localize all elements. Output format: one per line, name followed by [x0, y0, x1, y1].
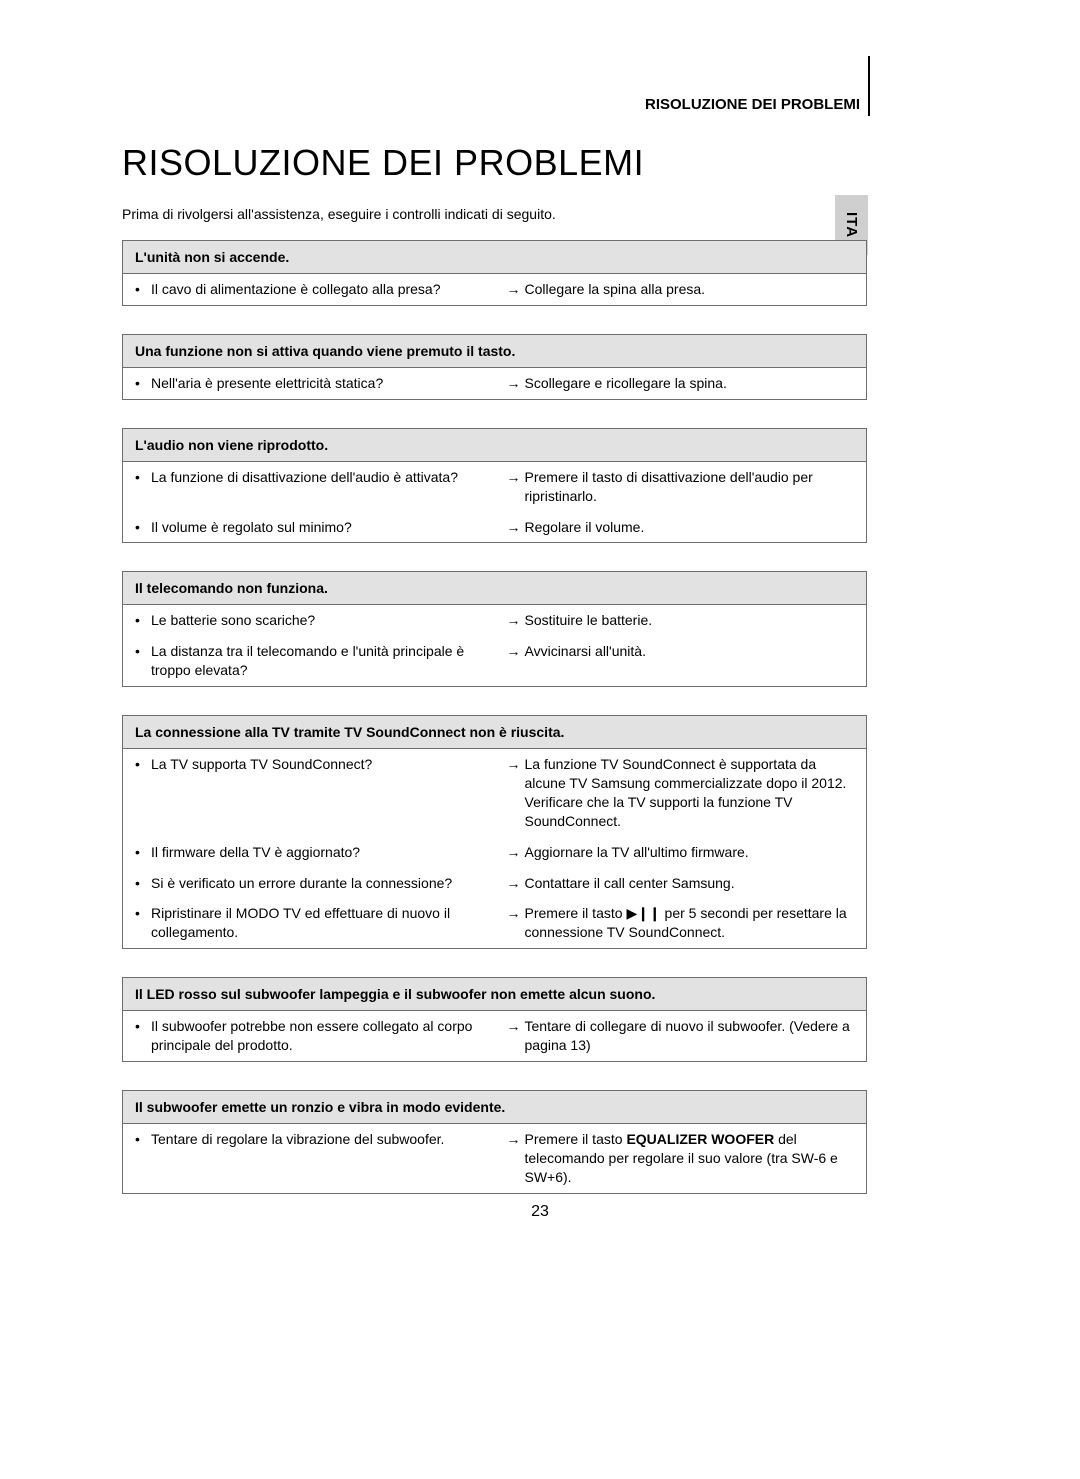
trouble-table-2: Una funzione non si attiva quando viene …: [122, 334, 867, 400]
bullet-icon: •: [135, 518, 151, 537]
table-header: Il telecomando non funziona.: [123, 572, 867, 605]
table-header: Il subwoofer emette un ronzio e vibra in…: [123, 1091, 867, 1124]
answer-text: Collegare la spina alla presa.: [525, 280, 857, 299]
table-header: Una funzione non si attiva quando viene …: [123, 334, 867, 367]
trouble-table-4: Il telecomando non funziona. •Le batteri…: [122, 571, 867, 687]
question-text: Il subwoofer potrebbe non essere collega…: [151, 1017, 485, 1055]
bullet-icon: •: [135, 611, 151, 630]
arrow-icon: →: [507, 1130, 525, 1187]
table-row: •Il volume è regolato sul minimo? →Regol…: [123, 512, 867, 543]
table-row: •La TV supporta TV SoundConnect? →La fun…: [123, 749, 867, 837]
arrow-icon: →: [507, 518, 525, 537]
trouble-table-5: La connessione alla TV tramite TV SoundC…: [122, 715, 867, 949]
answer-text: Tentare di collegare di nuovo il subwoof…: [525, 1017, 857, 1055]
bullet-icon: •: [135, 874, 151, 893]
answer-text: Premere il tasto di disattivazione dell'…: [525, 468, 857, 506]
intro-text: Prima di rivolgersi all'assistenza, eseg…: [122, 206, 867, 222]
table-header: Il LED rosso sul subwoofer lampeggia e i…: [123, 978, 867, 1011]
bullet-icon: •: [135, 468, 151, 487]
arrow-icon: →: [507, 843, 525, 862]
bullet-icon: •: [135, 374, 151, 393]
bullet-icon: •: [135, 904, 151, 942]
question-text: Tentare di regolare la vibrazione del su…: [151, 1130, 485, 1149]
bullet-icon: •: [135, 843, 151, 862]
question-text: Le batterie sono scariche?: [151, 611, 485, 630]
table-row: •Il subwoofer potrebbe non essere colleg…: [123, 1011, 867, 1062]
trouble-table-6: Il LED rosso sul subwoofer lampeggia e i…: [122, 977, 867, 1062]
arrow-icon: →: [507, 642, 525, 661]
table-row: •Nell'aria è presente elettricità static…: [123, 367, 867, 399]
arrow-icon: →: [507, 1017, 525, 1055]
arrow-icon: →: [507, 874, 525, 893]
answer-text: Premere il tasto EQUALIZER WOOFER del te…: [525, 1130, 857, 1187]
table-header: L'audio non viene riprodotto.: [123, 428, 867, 461]
table-row: •Le batterie sono scariche? →Sostituire …: [123, 605, 867, 636]
table-row: •Tentare di regolare la vibrazione del s…: [123, 1124, 867, 1194]
header-divider: [868, 56, 870, 116]
bullet-icon: •: [135, 1130, 151, 1149]
question-text: Il volume è regolato sul minimo?: [151, 518, 485, 537]
arrow-icon: →: [507, 280, 525, 299]
trouble-table-7: Il subwoofer emette un ronzio e vibra in…: [122, 1090, 867, 1194]
question-text: Nell'aria è presente elettricità statica…: [151, 374, 485, 393]
question-text: La TV supporta TV SoundConnect?: [151, 755, 485, 774]
arrow-icon: →: [507, 374, 525, 393]
bullet-icon: •: [135, 1017, 151, 1055]
answer-text: Scollegare e ricollegare la spina.: [525, 374, 857, 393]
table-row: •Il firmware della TV è aggiornato? →Agg…: [123, 837, 867, 868]
answer-text: La funzione TV SoundConnect è supportata…: [525, 755, 857, 831]
question-text: Si è verificato un errore durante la con…: [151, 874, 485, 893]
question-text: Il firmware della TV è aggiornato?: [151, 843, 485, 862]
bullet-icon: •: [135, 642, 151, 680]
table-row: •La funzione di disattivazione dell'audi…: [123, 461, 867, 511]
arrow-icon: →: [507, 468, 525, 506]
page-title: RISOLUZIONE DEI PROBLEMI: [122, 142, 867, 184]
bullet-icon: •: [135, 755, 151, 774]
arrow-icon: →: [507, 611, 525, 630]
answer-text: Contattare il call center Samsung.: [525, 874, 857, 893]
answer-text: Aggiornare la TV all'ultimo firmware.: [525, 843, 857, 862]
page-content: RISOLUZIONE DEI PROBLEMI Prima di rivolg…: [122, 142, 867, 1222]
trouble-table-3: L'audio non viene riprodotto. •La funzio…: [122, 428, 867, 544]
answer-text: Sostituire le batterie.: [525, 611, 857, 630]
section-label: RISOLUZIONE DEI PROBLEMI: [645, 96, 860, 113]
table-row: •Ripristinare il MODO TV ed effettuare d…: [123, 898, 867, 948]
answer-text: Regolare il volume.: [525, 518, 857, 537]
table-row: •Si è verificato un errore durante la co…: [123, 868, 867, 899]
table-row: •Il cavo di alimentazione è collegato al…: [123, 274, 867, 306]
question-text: La distanza tra il telecomando e l'unità…: [151, 642, 485, 680]
arrow-icon: →: [507, 904, 525, 942]
play-pause-icon: ▶❙❙: [626, 905, 660, 921]
answer-text: Premere il tasto ▶❙❙ per 5 secondi per r…: [525, 904, 857, 942]
bullet-icon: •: [135, 280, 151, 299]
table-row: •La distanza tra il telecomando e l'unit…: [123, 636, 867, 686]
answer-text: Avvicinarsi all'unità.: [525, 642, 857, 661]
table-header: La connessione alla TV tramite TV SoundC…: [123, 716, 867, 749]
question-text: Il cavo di alimentazione è collegato all…: [151, 280, 485, 299]
arrow-icon: →: [507, 755, 525, 831]
question-text: Ripristinare il MODO TV ed effettuare di…: [151, 904, 485, 942]
page-number: 23: [0, 1203, 1080, 1221]
question-text: La funzione di disattivazione dell'audio…: [151, 468, 485, 487]
table-header: L'unità non si accende.: [123, 241, 867, 274]
trouble-table-1: L'unità non si accende. •Il cavo di alim…: [122, 240, 867, 306]
